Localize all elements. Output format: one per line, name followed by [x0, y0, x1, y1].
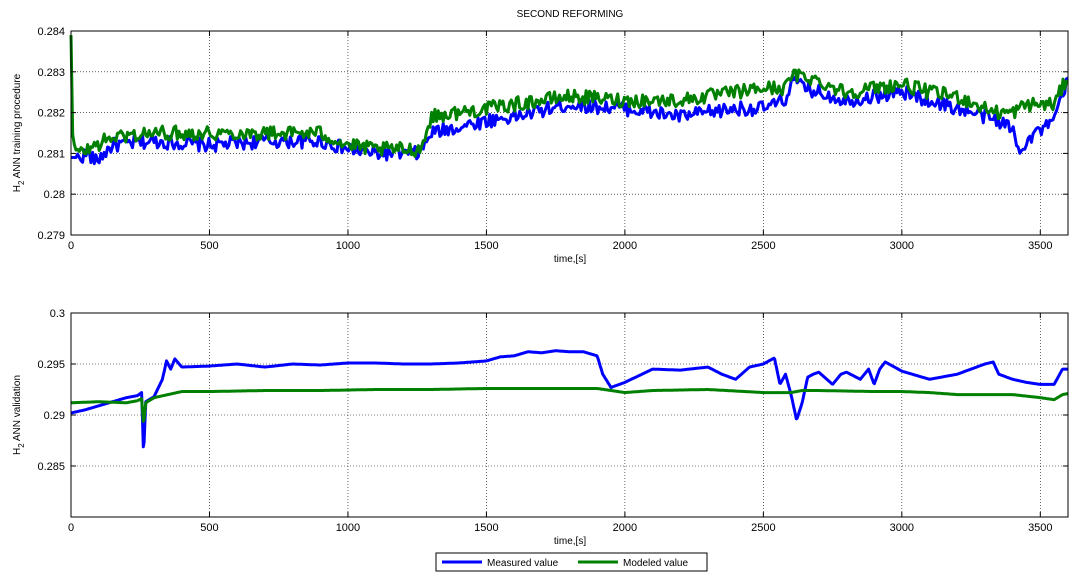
training-ytick-label: 0.281 — [37, 148, 65, 160]
training-axes-box — [70, 30, 1069, 236]
legend-label-modeled: Modeled value — [623, 558, 688, 569]
validation-xtick-label: 0 — [68, 522, 74, 534]
validation-ytick-label: 0.29 — [44, 410, 65, 422]
training-series-modeled — [69, 35, 1069, 158]
training-xtick-label: 1500 — [474, 240, 498, 252]
training-plot-xlabel: time,[s] — [554, 254, 586, 265]
training-ytick-label: 0.279 — [37, 230, 65, 242]
validation-xtick-label: 3000 — [890, 522, 914, 534]
training-series-measured — [71, 74, 1069, 166]
training-xtick-label: 0 — [68, 240, 74, 252]
training-ytick-label: 0.282 — [37, 108, 65, 120]
training-xtick-label: 3000 — [890, 240, 914, 252]
training-ytick-label: 0.284 — [37, 26, 65, 38]
training-xtick-label: 2500 — [751, 240, 775, 252]
validation-series-measured — [70, 349, 1069, 449]
validation-ylabel-rest: ANN validation — [12, 375, 23, 443]
training-plot: time,[s] H2 ANN training procedure 0 500 1… — [12, 26, 1069, 265]
training-ytick-label: 0.28 — [44, 189, 65, 201]
training-ytick-label: 0.283 — [37, 67, 65, 79]
training-ylabel-h: H — [12, 185, 23, 192]
validation-xtick-label: 3500 — [1028, 522, 1052, 534]
training-ylabel-subscript: 2 — [17, 180, 26, 185]
legend-label-measured: Measured value — [487, 558, 559, 569]
figure-title: SECOND REFORMING — [517, 9, 624, 20]
legend-box — [435, 552, 708, 572]
validation-ylabel-h: H — [12, 448, 23, 455]
validation-ytick-label: 0.295 — [37, 359, 65, 371]
validation-plot-xlabel: time,[s] — [554, 536, 586, 547]
validation-series-modeled — [70, 387, 1069, 423]
validation-xtick-label: 2500 — [751, 522, 775, 534]
training-ylabel-rest: ANN training procedure — [12, 73, 23, 180]
validation-xtick-label: 2000 — [613, 522, 637, 534]
training-xtick-label: 2000 — [613, 240, 637, 252]
validation-xtick-label: 1500 — [474, 522, 498, 534]
validation-xtick-label: 1000 — [336, 522, 360, 534]
training-xtick-label: 500 — [200, 240, 218, 252]
training-xtick-label: 3500 — [1028, 240, 1052, 252]
validation-ytick-label: 0.3 — [50, 308, 65, 320]
training-xtick-label: 1000 — [336, 240, 360, 252]
validation-xtick-label: 500 — [200, 522, 218, 534]
validation-ytick-label: 0.285 — [37, 461, 65, 473]
legend: Measured value Modeled value — [435, 552, 708, 572]
validation-ylabel-subscript: 2 — [17, 443, 26, 448]
training-plot-ylabel: H2 ANN training procedure — [12, 73, 26, 192]
validation-plot: time,[s] H2 ANN validation 0 500 1000 1500 2… — [12, 308, 1069, 547]
validation-plot-ylabel: H2 ANN validation — [12, 375, 26, 455]
